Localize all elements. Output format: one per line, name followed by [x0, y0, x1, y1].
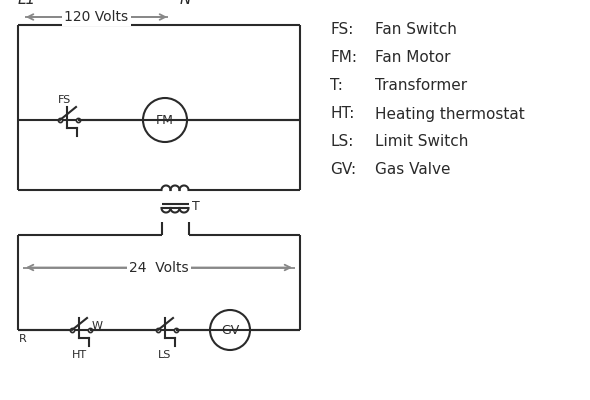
Text: HT: HT: [71, 350, 87, 360]
Text: FS:: FS:: [330, 22, 353, 38]
Text: LS: LS: [158, 350, 172, 360]
Text: Heating thermostat: Heating thermostat: [375, 106, 525, 122]
Text: Fan Motor: Fan Motor: [375, 50, 451, 66]
Text: FM: FM: [156, 114, 174, 126]
Text: T:: T:: [330, 78, 343, 94]
Text: Limit Switch: Limit Switch: [375, 134, 468, 150]
Text: R: R: [19, 334, 27, 344]
Text: GV:: GV:: [330, 162, 356, 178]
Text: Fan Switch: Fan Switch: [375, 22, 457, 38]
Text: Transformer: Transformer: [375, 78, 467, 94]
Text: FM:: FM:: [330, 50, 357, 66]
Text: L1: L1: [18, 0, 36, 7]
Text: GV: GV: [221, 324, 239, 336]
Text: LS:: LS:: [330, 134, 353, 150]
Text: FS: FS: [58, 95, 71, 105]
Text: 24  Volts: 24 Volts: [129, 260, 189, 274]
Text: 120 Volts: 120 Volts: [64, 10, 129, 24]
Text: N: N: [180, 0, 191, 7]
Text: Gas Valve: Gas Valve: [375, 162, 451, 178]
Text: T: T: [192, 200, 200, 212]
Text: HT:: HT:: [330, 106, 355, 122]
Text: W: W: [92, 321, 103, 331]
